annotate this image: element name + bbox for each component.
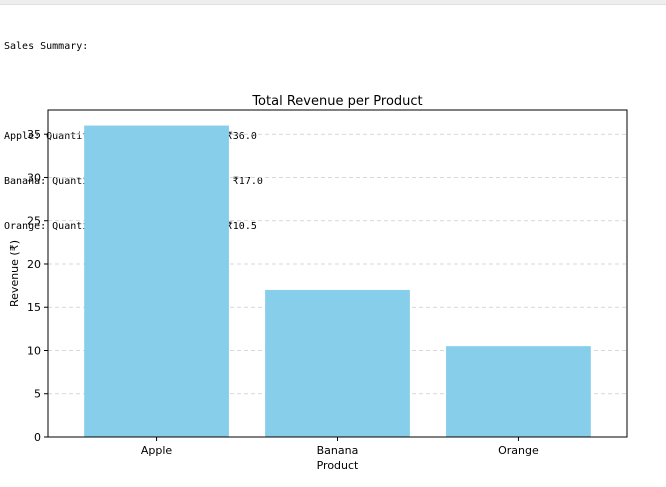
output-heading: Sales Summary:	[4, 41, 89, 52]
y-tick-label: 0	[34, 431, 41, 444]
x-tick-label-apple: Apple	[141, 444, 173, 457]
y-tick-label: 10	[27, 344, 41, 357]
y-tick-label: 30	[27, 171, 41, 184]
cell-top-border	[0, 0, 666, 5]
y-tick-label: 35	[27, 128, 41, 141]
x-tick-label-banana: Banana	[317, 444, 359, 457]
y-tick-label: 5	[34, 388, 41, 401]
y-tick-label: 15	[27, 301, 41, 314]
y-axis-label: Revenue (₹)	[8, 240, 21, 307]
chart-bars	[84, 125, 591, 438]
bar-orange	[446, 346, 591, 437]
x-axis: Apple Banana Orange	[141, 437, 539, 457]
x-axis-label: Product	[317, 459, 359, 472]
x-tick-label-orange: Orange	[498, 444, 539, 457]
y-axis: 0 5 10 15 20 25 30 35	[27, 128, 48, 444]
bar-apple	[84, 125, 229, 438]
bar-banana	[265, 289, 410, 437]
y-tick-label: 20	[27, 258, 41, 271]
chart-title: Total Revenue per Product	[251, 94, 422, 109]
y-tick-label: 25	[27, 215, 41, 228]
